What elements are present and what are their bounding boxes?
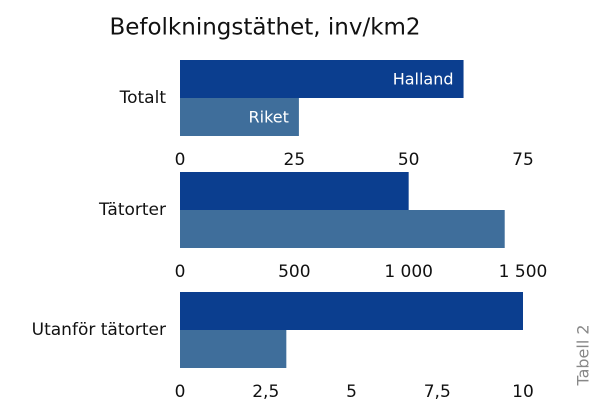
x-tick-label: 2,5 [252,382,279,402]
x-tick-label: 75 [512,150,534,170]
x-tick-label: 7,5 [424,382,451,402]
bar [180,172,409,210]
category-label: Tätorter [98,200,166,220]
series-label: Riket [249,108,289,127]
x-tick-label: 0 [175,382,186,402]
x-tick-label: 50 [398,150,420,170]
x-tick-label: 5 [346,382,357,402]
x-tick-label: 25 [284,150,306,170]
bar [180,210,505,248]
category-label: Utanför tätorter [32,320,166,340]
x-tick-label: 10 [512,382,534,402]
series-label: Halland [393,70,454,89]
chart-title: Befolkningstäthet, inv/km2 [109,15,420,41]
bar [180,330,287,368]
bar [180,98,299,136]
x-tick-label: 500 [278,262,310,282]
bar [180,292,523,330]
x-tick-label: 1 500 [499,262,548,282]
x-tick-label: 1 000 [384,262,433,282]
side-label: Tabell 2 [574,324,593,386]
x-tick-label: 0 [175,150,186,170]
category-label: Totalt [119,88,167,108]
bar [180,60,464,98]
x-tick-label: 0 [175,262,186,282]
